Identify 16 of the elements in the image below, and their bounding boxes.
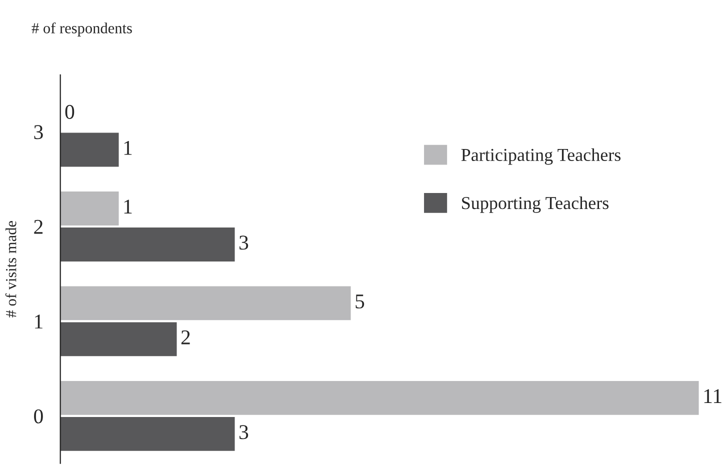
y-tick-label: 2 bbox=[34, 220, 43, 234]
x-axis-title: # of respondents bbox=[32, 22, 132, 36]
data-label: 1 bbox=[124, 200, 132, 214]
y-tick-label: 3 bbox=[34, 125, 43, 140]
y-tick-label: 1 bbox=[35, 314, 42, 328]
data-label: 5 bbox=[356, 294, 364, 308]
data-label: 3 bbox=[240, 236, 248, 250]
y-axis-title: # of visits made bbox=[5, 221, 16, 318]
data-label: 3 bbox=[240, 425, 248, 440]
y-tick-label: 0 bbox=[34, 409, 43, 424]
legend-label: Supporting Teachers bbox=[462, 196, 609, 213]
data-label: 2 bbox=[181, 330, 190, 344]
data-label: 1 bbox=[124, 140, 132, 155]
legend-label: Participating Teachers bbox=[461, 148, 621, 165]
data-label: 11 bbox=[704, 389, 722, 403]
data-label: 0 bbox=[65, 104, 74, 119]
